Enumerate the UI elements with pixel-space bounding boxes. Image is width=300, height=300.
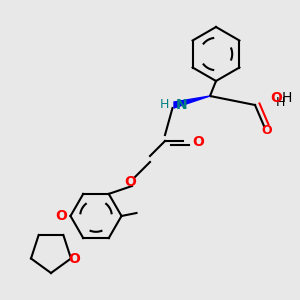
Text: O: O (192, 136, 204, 149)
Text: H: H (281, 91, 292, 104)
Text: H: H (160, 98, 170, 112)
Text: H: H (276, 95, 285, 109)
Polygon shape (174, 96, 210, 108)
Text: O: O (124, 175, 136, 188)
Text: N: N (176, 98, 187, 112)
Text: O: O (262, 124, 272, 137)
Text: O: O (56, 209, 68, 223)
Text: O: O (68, 252, 80, 266)
Text: O: O (270, 91, 282, 104)
